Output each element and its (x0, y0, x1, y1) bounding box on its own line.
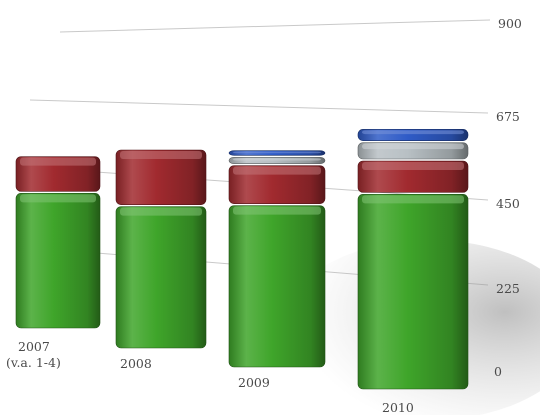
y-tick-label: 450 (496, 196, 520, 211)
bar-segment-highlight (362, 195, 464, 204)
bar-segment-highlight (20, 157, 96, 166)
y-tick-label: 675 (496, 109, 520, 124)
x-category-label: 2007 (v.a. 1-4) (6, 339, 61, 370)
bar-segment (357, 194, 469, 390)
x-category-label: 2010 (382, 400, 414, 415)
bar-segment-highlight (20, 194, 96, 203)
bar-segment-highlight (233, 166, 321, 175)
bar-segment-highlight (120, 207, 202, 216)
bar-segment (228, 165, 326, 204)
x-category-label: 2009 (238, 375, 270, 390)
x-category-label: 2008 (120, 356, 152, 371)
bar-segment-highlight (362, 162, 464, 170)
bar-segment-highlight (362, 143, 464, 150)
bar-segment-highlight (120, 151, 202, 159)
bar-segment (15, 193, 101, 329)
bar-segment (228, 157, 326, 164)
gridline (59, 19, 491, 33)
bar-segment (115, 206, 207, 349)
bar-segment-highlight (233, 158, 321, 161)
bar-segment-highlight (233, 206, 321, 215)
bar-segment-highlight (233, 151, 321, 154)
bar-segment (228, 205, 326, 368)
y-tick-label: 225 (496, 281, 520, 296)
y-tick-label: 0 (494, 364, 502, 379)
gridline (29, 99, 489, 114)
bar-segment-highlight (362, 130, 464, 135)
y-tick-label: 900 (498, 16, 522, 31)
bars (15, 129, 469, 390)
bar-segment (115, 149, 207, 205)
labels: 0 225 450 675 900 2007 (v.a. 1-4) 2008 2009 2010 (6, 16, 522, 415)
